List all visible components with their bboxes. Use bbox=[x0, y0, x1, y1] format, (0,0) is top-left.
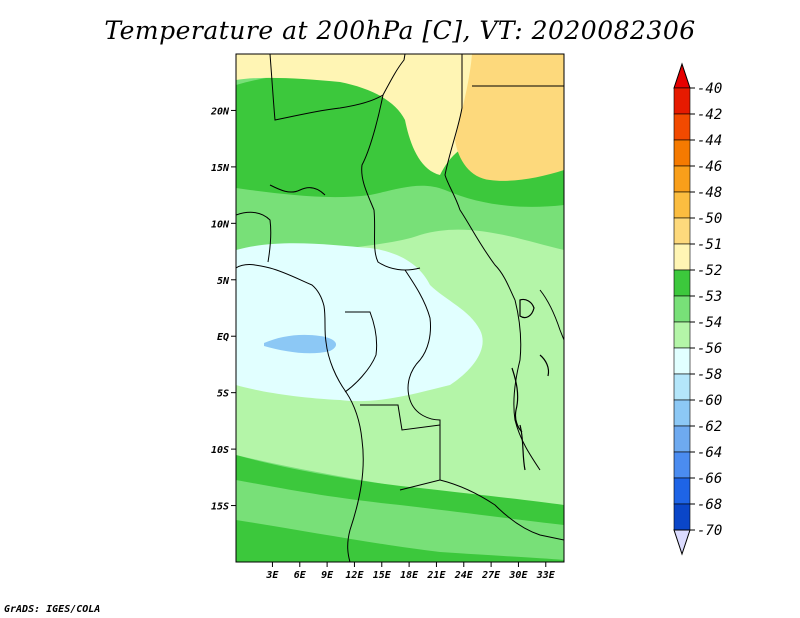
temperature-field bbox=[236, 54, 564, 562]
colorbar-swatch bbox=[673, 113, 691, 141]
x-tick-label: 21E bbox=[426, 570, 446, 581]
colorbar-swatch bbox=[673, 217, 691, 245]
x-tick-label: 30E bbox=[508, 570, 528, 581]
y-tick-label: 15N bbox=[211, 163, 230, 174]
colorbar-label: -46 bbox=[697, 159, 722, 175]
colorbar-label: -54 bbox=[697, 315, 722, 331]
colorbar-label: -44 bbox=[697, 133, 722, 149]
colorbar-label: -50 bbox=[697, 211, 722, 227]
colorbar-swatch bbox=[673, 191, 691, 219]
x-tick-label: 12E bbox=[345, 570, 364, 581]
colorbar-swatch bbox=[673, 477, 691, 505]
y-tick-label: 5S bbox=[217, 389, 229, 400]
y-tick-label: 20N bbox=[210, 106, 230, 117]
x-tick-label: 18E bbox=[400, 570, 419, 581]
grads-credit: GrADS: IGES/COLA bbox=[4, 604, 101, 615]
colorbar-label: -56 bbox=[697, 341, 722, 357]
colorbar-swatch bbox=[673, 451, 691, 479]
colorbar-swatch bbox=[673, 295, 691, 323]
colorbar: -40 -42 -44 -46 -48 -50 -51 -52 -53 -54 -56 -58 -60 -… bbox=[673, 62, 722, 556]
colorbar-top-arrow bbox=[673, 62, 691, 89]
colorbar-swatch bbox=[673, 165, 691, 193]
y-tick-label: 15S bbox=[211, 502, 229, 513]
x-tick-label: 27E bbox=[481, 570, 501, 581]
map-title: Temperature at 200hPa [C], VT: 202008230… bbox=[104, 16, 696, 45]
colorbar-label: -68 bbox=[697, 497, 722, 513]
colorbar-label: -64 bbox=[697, 445, 722, 461]
colorbar-label: -52 bbox=[697, 263, 722, 279]
colorbar-label: -58 bbox=[697, 367, 722, 383]
colorbar-label: -70 bbox=[697, 523, 722, 539]
latitude-axis: 20N 15N 10N 5N EQ 5S 10S 15S bbox=[210, 106, 236, 513]
map-frame bbox=[235, 53, 565, 563]
colorbar-swatch bbox=[673, 373, 691, 401]
y-tick-label: 10S bbox=[211, 445, 229, 456]
x-tick-label: 24E bbox=[454, 570, 474, 581]
x-tick-label: 33E bbox=[536, 570, 556, 581]
colorbar-label: -60 bbox=[697, 393, 722, 409]
longitude-axis: 3E 6E 9E 12E 15E 18E 21E 24E 27E 30E 33E bbox=[265, 562, 556, 581]
colorbar-swatch bbox=[673, 425, 691, 453]
colorbar-label: -66 bbox=[697, 471, 722, 487]
colorbar-swatch bbox=[673, 139, 691, 167]
colorbar-label: -40 bbox=[697, 81, 722, 97]
colorbar-label: -53 bbox=[697, 289, 722, 305]
colorbar-bottom-arrow bbox=[673, 529, 691, 556]
colorbar-swatch bbox=[673, 243, 691, 271]
colorbar-swatch bbox=[673, 87, 691, 115]
y-tick-label: 10N bbox=[211, 219, 230, 230]
x-tick-label: 3E bbox=[265, 570, 279, 581]
x-tick-label: 15E bbox=[373, 570, 392, 581]
colorbar-swatch bbox=[673, 321, 691, 349]
colorbar-swatch bbox=[673, 269, 691, 297]
x-tick-label: 6E bbox=[294, 570, 307, 581]
colorbar-swatch bbox=[673, 347, 691, 375]
colorbar-label: -62 bbox=[697, 419, 722, 435]
x-tick-label: 9E bbox=[321, 570, 334, 581]
colorbar-swatch bbox=[673, 503, 691, 531]
y-tick-label: 5N bbox=[217, 276, 230, 287]
colorbar-label: -51 bbox=[697, 237, 722, 253]
colorbar-label: -42 bbox=[697, 107, 722, 123]
colorbar-swatch bbox=[673, 399, 691, 427]
y-tick-label: EQ bbox=[217, 332, 229, 343]
colorbar-label: -48 bbox=[697, 185, 722, 201]
